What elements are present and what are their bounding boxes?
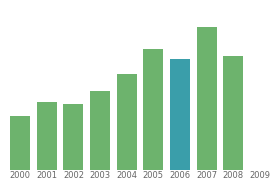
Bar bbox=[90, 91, 110, 170]
Bar bbox=[10, 116, 30, 170]
Bar bbox=[143, 49, 163, 170]
Bar bbox=[170, 59, 190, 170]
Bar bbox=[223, 56, 243, 170]
Bar bbox=[37, 102, 57, 170]
Bar bbox=[117, 74, 137, 170]
Bar bbox=[64, 104, 83, 170]
Bar bbox=[197, 27, 216, 170]
